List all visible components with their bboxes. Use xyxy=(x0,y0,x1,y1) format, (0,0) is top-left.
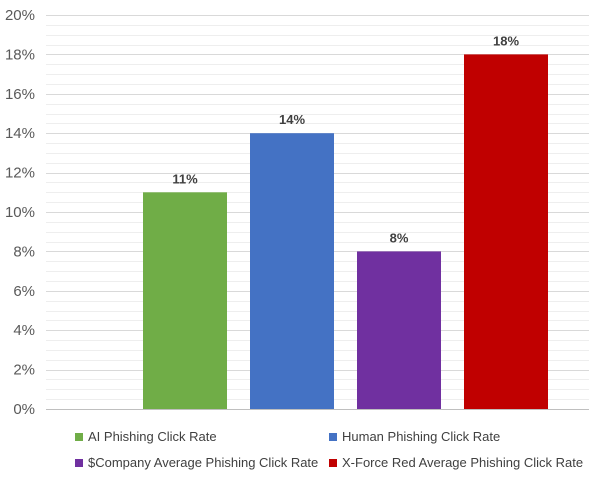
bar-2 xyxy=(250,133,334,409)
legend-label-company: $Company Average Phishing Click Rate xyxy=(88,455,319,470)
legend-item-human: Human Phishing Click Rate xyxy=(329,429,500,444)
y-tick-label: 18% xyxy=(5,46,35,63)
y-tick-label: 10% xyxy=(5,204,35,221)
legend-item-xforce: X-Force Red Average Phishing Click Rate xyxy=(329,455,583,470)
legend-label-xforce: X-Force Red Average Phishing Click Rate xyxy=(342,455,584,470)
legend-swatch-xforce xyxy=(329,458,337,467)
legend-label-ai: AI Phishing Click Rate xyxy=(88,429,217,444)
data-labels: 11% 14% 8% 18% xyxy=(172,33,519,245)
y-tick-label: 14% xyxy=(5,125,35,142)
legend-swatch-human xyxy=(329,432,337,441)
y-tick-label: 20% xyxy=(5,7,35,24)
legend-swatch-ai xyxy=(75,432,83,441)
y-tick-label: 0% xyxy=(13,401,35,418)
y-tick-label: 8% xyxy=(13,243,35,260)
legend: AI Phishing Click Rate Human Phishing Cl… xyxy=(0,424,596,474)
data-label-4: 18% xyxy=(493,33,519,48)
bar-4 xyxy=(464,54,548,410)
bars xyxy=(143,54,548,410)
bar-chart: 0% 2% 4% 6% 8% 10% 12% 14% 16% 18% 20% 11% 14% 8% 18% xyxy=(5,7,589,418)
y-tick-label: 12% xyxy=(5,165,35,182)
bar-1 xyxy=(143,192,227,409)
y-tick-label: 6% xyxy=(13,283,35,300)
y-axis-ticks: 0% 2% 4% 6% 8% 10% 12% 14% 16% 18% 20% xyxy=(5,7,35,418)
y-tick-label: 16% xyxy=(5,86,35,103)
y-tick-label: 2% xyxy=(13,362,35,379)
data-label-1: 11% xyxy=(172,171,198,186)
legend-label-human: Human Phishing Click Rate xyxy=(342,429,501,444)
legend-swatch-company xyxy=(75,458,83,467)
bar-3 xyxy=(357,251,441,409)
y-tick-label: 4% xyxy=(13,322,35,339)
data-label-2: 14% xyxy=(279,112,305,127)
data-label-3: 8% xyxy=(390,230,409,245)
legend-item-company: $Company Average Phishing Click Rate xyxy=(75,455,318,470)
legend-item-ai: AI Phishing Click Rate xyxy=(75,429,217,444)
